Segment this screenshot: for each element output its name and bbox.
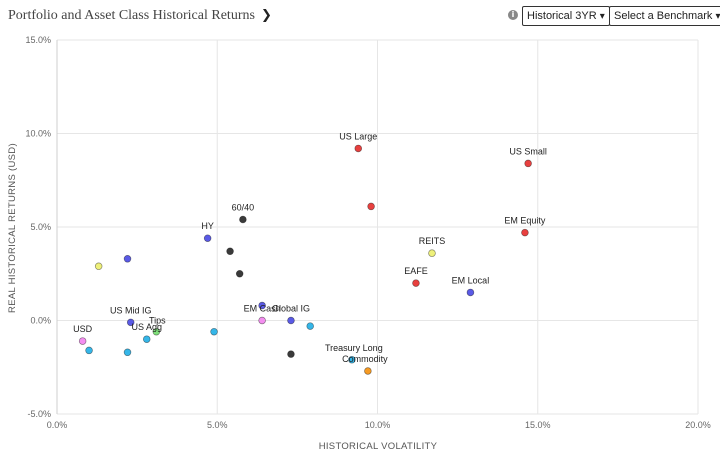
y-axis-title: REAL HISTORICAL RETURNS (USD) (7, 143, 18, 313)
point-label: EM Equity (504, 216, 546, 226)
data-point[interactable] (123, 255, 132, 263)
period-select-value: Historical 3YR (527, 10, 597, 22)
point-label: Commodity (342, 354, 388, 364)
point-labels: US Large US Small EM Equity EAFE REITS EM Loc… (73, 131, 547, 364)
data-point[interactable] (123, 348, 132, 357)
point-label: REITS (419, 236, 446, 246)
data-point[interactable] (428, 249, 436, 257)
point-label: Global IG (272, 304, 310, 314)
chevron-down-icon: ▾ (715, 11, 720, 22)
point-label: USD (73, 324, 93, 334)
axis-ticks: -5.0%0.0%5.0%10.0%15.0%0.0% 5.0% 10.0% 15.0… (25, 35, 710, 430)
data-point[interactable] (94, 262, 103, 271)
data-point[interactable] (354, 144, 363, 153)
y-tick-label: 0.0% (30, 316, 51, 326)
benchmark-select-value: Select a Benchmark (614, 10, 713, 22)
y-tick-label: 5.0% (30, 222, 51, 232)
point-label: US Agg (131, 322, 162, 332)
data-points (78, 144, 532, 375)
point-label: US Small (509, 146, 547, 156)
data-point[interactable] (210, 327, 218, 336)
chart-title-link[interactable]: Portfolio and Asset Class Historical Ret… (8, 8, 272, 24)
point-label: EAFE (404, 266, 428, 276)
x-axis-title: HISTORICAL VOLATILITY (319, 441, 438, 452)
data-point[interactable] (364, 367, 372, 375)
data-point[interactable] (226, 247, 234, 256)
x-tick-label: 5.0% (207, 420, 228, 430)
y-tick-label: 15.0% (25, 35, 51, 45)
data-point[interactable] (287, 316, 295, 325)
data-point[interactable] (258, 316, 266, 325)
point-label: HY (201, 221, 214, 231)
data-point[interactable] (412, 279, 420, 287)
x-tick-label: 15.0% (525, 420, 551, 430)
point-label: EM Local (452, 275, 490, 285)
data-point[interactable] (287, 350, 295, 358)
benchmark-select[interactable]: Select a Benchmark ▾ (609, 6, 720, 26)
y-tick-label: 10.0% (25, 129, 51, 139)
data-point[interactable] (203, 234, 212, 242)
data-point[interactable] (348, 356, 356, 364)
data-point[interactable] (126, 318, 135, 327)
chevron-down-icon: ▾ (599, 11, 605, 22)
data-point[interactable] (367, 202, 375, 211)
data-point[interactable] (239, 215, 247, 224)
data-point[interactable] (521, 228, 529, 237)
period-select[interactable]: Historical 3YR ▾ (522, 6, 610, 26)
data-point[interactable] (78, 337, 87, 345)
data-point[interactable] (152, 327, 161, 336)
x-tick-label: 0.0% (47, 420, 68, 430)
chart-header: Portfolio and Asset Class Historical Ret… (0, 0, 720, 34)
chart-grid (56, 39, 699, 415)
info-icon[interactable]: i (508, 10, 518, 20)
data-point[interactable] (306, 322, 314, 330)
chart-title: Portfolio and Asset Class Historical Ret… (8, 8, 255, 23)
point-label: US Mid IG (110, 305, 152, 315)
data-point[interactable] (85, 346, 93, 355)
point-label: Tips (149, 316, 166, 326)
point-label: 60/40 (232, 203, 255, 213)
x-tick-label: 20.0% (685, 420, 711, 430)
point-label: EM Cash (244, 304, 281, 314)
point-label: US Large (339, 131, 377, 141)
y-tick-label: -5.0% (27, 409, 51, 419)
data-point[interactable] (258, 301, 266, 310)
data-point[interactable] (524, 159, 532, 168)
data-point[interactable] (466, 288, 475, 297)
data-point[interactable] (235, 270, 244, 278)
point-label: Treasury Long (325, 343, 383, 353)
data-point[interactable] (142, 335, 151, 343)
x-tick-label: 10.0% (365, 420, 391, 430)
chevron-right-icon: ❯ (260, 8, 272, 23)
